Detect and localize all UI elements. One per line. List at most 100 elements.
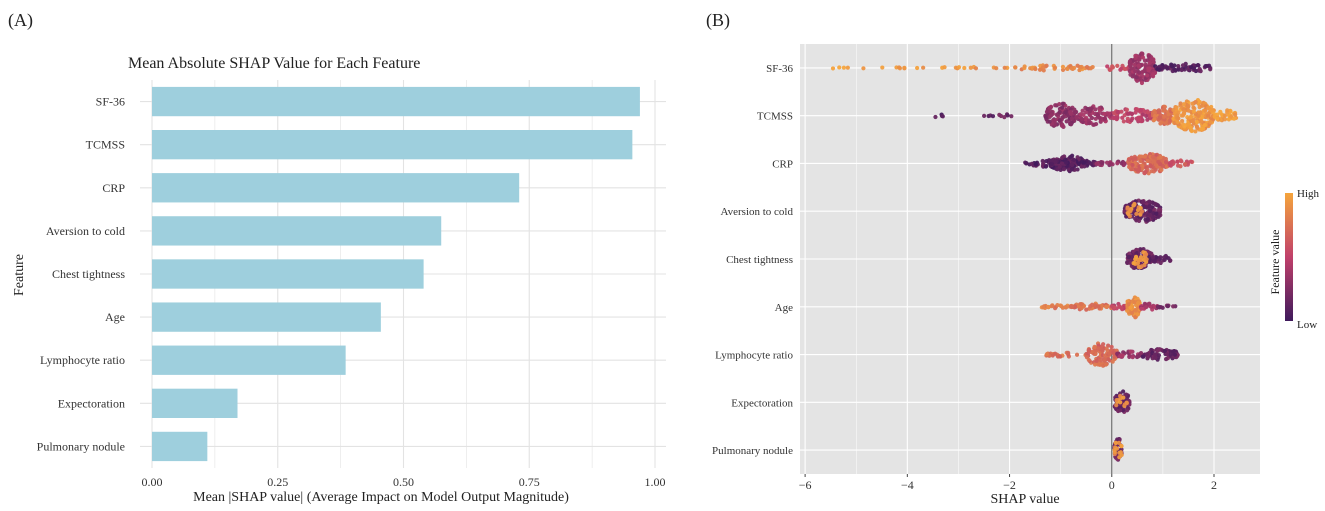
shap-dot-tcmss: [1124, 107, 1130, 112]
shap-dot-crp: [1070, 153, 1075, 158]
shap-dot-chest-tightness: [1166, 256, 1171, 261]
shap-dot-chest-tightness: [1134, 251, 1139, 256]
shap-dot-age: [1142, 301, 1147, 306]
shap-dot-lymphocyte-ratio: [1141, 354, 1146, 359]
y-tick-label-pulmonary-nodule: Pulmonary nodule: [712, 445, 793, 457]
shap-dot-tcmss: [1199, 119, 1204, 124]
shap-dot-sf-36: [1133, 55, 1138, 61]
shap-dot-crp: [1142, 154, 1147, 159]
shap-dot-sf-36: [1157, 64, 1162, 69]
shap-dot-lymphocyte-ratio: [1155, 348, 1161, 353]
shap-dot-tcmss: [1161, 114, 1166, 119]
shap-dot-crp: [1138, 158, 1143, 163]
shap-dot-pulmonary-nodule: [1116, 440, 1122, 445]
shap-dot-aversion-to-cold: [1140, 199, 1146, 205]
shap-dot-chest-tightness: [1144, 252, 1149, 257]
shap-dot-tcmss: [1085, 106, 1090, 112]
shap-dot-tcmss: [1201, 126, 1206, 131]
shap-dot-tcmss: [1181, 111, 1187, 116]
shap-dot-aversion-to-cold: [1147, 200, 1152, 205]
shap-dot-sf-36: [1142, 68, 1147, 74]
shap-dot-tcmss: [1137, 117, 1142, 122]
x-tick-label: −2: [1003, 478, 1016, 492]
shap-dot-lymphocyte-ratio: [1109, 344, 1114, 350]
shap-dot-tcmss: [1225, 108, 1230, 113]
shap-dot-sf-36: [830, 66, 836, 71]
shap-dot-crp: [1049, 158, 1054, 163]
shap-dot-lymphocyte-ratio: [1163, 356, 1169, 362]
shap-dot-age: [1171, 304, 1176, 309]
shap-dot-crp: [1182, 162, 1188, 167]
shap-dot-lymphocyte-ratio: [1100, 348, 1105, 353]
shap-dot-chest-tightness: [1141, 247, 1146, 252]
shap-dot-lymphocyte-ratio: [1103, 362, 1109, 367]
shap-dot-age: [1128, 305, 1133, 310]
shap-dot-crp: [1127, 157, 1132, 162]
shap-dot-tcmss: [1180, 118, 1185, 124]
legend-low-label: Low: [1297, 319, 1317, 331]
shap-dot-crp: [1069, 162, 1075, 167]
shap-dot-sf-36: [1119, 66, 1124, 71]
shap-dot-lymphocyte-ratio: [1156, 353, 1162, 358]
shap-dot-tcmss: [1080, 108, 1085, 113]
shap-dot-crp: [1158, 155, 1163, 160]
shap-dot-expectoration: [1114, 403, 1119, 408]
shap-dot-chest-tightness: [1131, 261, 1136, 266]
shap-dot-sf-36: [880, 65, 885, 70]
shap-dot-tcmss: [1005, 113, 1010, 118]
shap-dot-aversion-to-cold: [1147, 208, 1153, 214]
shap-dot-sf-36: [1139, 80, 1145, 86]
shap-dot-sf-36: [1176, 64, 1181, 69]
shap-dot-lymphocyte-ratio: [1074, 352, 1080, 357]
shap-dot-sf-36: [1133, 69, 1138, 74]
shap-dot-tcmss: [1002, 115, 1007, 120]
bar-chest-tightness: [152, 259, 424, 289]
shap-dot-age: [1079, 302, 1084, 307]
shap-dot-sf-36: [968, 65, 973, 70]
shap-dot-sf-36: [1197, 66, 1202, 72]
shap-dot-expectoration: [1121, 389, 1126, 394]
shap-dot-lymphocyte-ratio: [1102, 353, 1108, 358]
shap-dot-crp: [1136, 168, 1142, 173]
shap-dot-tcmss: [1206, 113, 1211, 118]
bar-sf-36: [152, 86, 640, 117]
shap-dot-crp: [1044, 163, 1049, 169]
shap-dot-lymphocyte-ratio: [1057, 354, 1063, 359]
y-tick-label-crp: CRP: [772, 158, 793, 170]
shap-dot-tcmss: [998, 113, 1004, 119]
shap-dot-crp: [1041, 161, 1046, 167]
panel-b-y-tick-labels: SF-36 TCMSS CRP Aversion to cold Chest tight…: [712, 63, 793, 457]
shap-dot-tcmss: [1081, 112, 1086, 117]
panel-a: (A) SF-36 TCMSS CRP Aversion to cold Chest t…: [8, 10, 666, 505]
legend-high-label: High: [1297, 188, 1320, 200]
shap-dot-sf-36: [1146, 54, 1151, 59]
shap-dot-pulmonary-nodule: [1118, 450, 1123, 455]
shap-dot-sf-36: [1136, 63, 1141, 68]
shap-dot-aversion-to-cold: [1137, 218, 1142, 224]
shap-dot-age: [1046, 304, 1051, 310]
shap-dot-lymphocyte-ratio: [1121, 350, 1126, 355]
shap-dot-sf-36: [1115, 63, 1120, 68]
shap-dot-tcmss: [1194, 119, 1200, 125]
shap-dot-tcmss: [1191, 109, 1196, 114]
shap-dot-age: [1135, 312, 1140, 317]
shap-dot-age: [1090, 302, 1095, 307]
bar-expectoration: [152, 388, 238, 418]
shap-dot-sf-36: [1147, 60, 1152, 65]
shap-dot-tcmss: [1193, 129, 1198, 134]
bar-tcmss: [152, 130, 633, 160]
shap-dot-tcmss: [1188, 115, 1193, 120]
shap-dot-sf-36: [1088, 66, 1093, 71]
shap-dot-sf-36: [953, 65, 958, 70]
shap-dot-crp: [1069, 167, 1074, 172]
shap-dot-chest-tightness: [1158, 255, 1163, 260]
shap-dot-lymphocyte-ratio: [1162, 348, 1168, 354]
shap-dot-lymphocyte-ratio: [1112, 354, 1117, 359]
shap-dot-age: [1117, 304, 1122, 309]
shap-dot-lymphocyte-ratio: [1086, 348, 1092, 353]
shap-dot-age: [1058, 303, 1063, 308]
shap-dot-aversion-to-cold: [1145, 216, 1150, 222]
shap-dot-tcmss: [1130, 116, 1135, 121]
shap-dot-aversion-to-cold: [1128, 208, 1133, 214]
shap-dot-age: [1063, 305, 1068, 310]
